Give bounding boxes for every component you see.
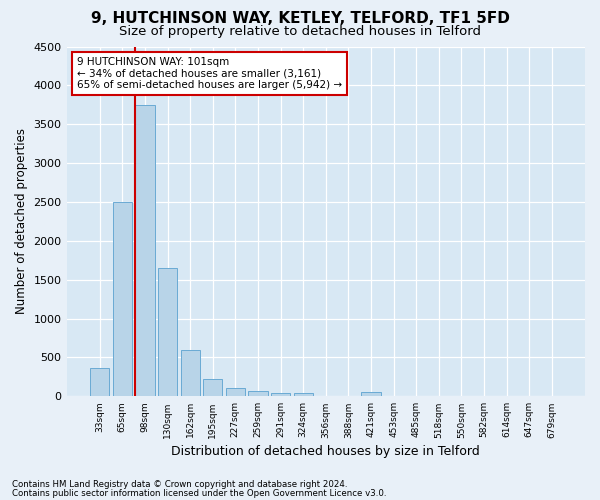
Bar <box>90 368 109 396</box>
Text: Contains public sector information licensed under the Open Government Licence v3: Contains public sector information licen… <box>12 488 386 498</box>
Text: Contains HM Land Registry data © Crown copyright and database right 2024.: Contains HM Land Registry data © Crown c… <box>12 480 347 489</box>
Bar <box>203 379 223 396</box>
Bar <box>136 105 155 397</box>
Text: 9 HUTCHINSON WAY: 101sqm
← 34% of detached houses are smaller (3,161)
65% of sem: 9 HUTCHINSON WAY: 101sqm ← 34% of detach… <box>77 57 342 90</box>
Y-axis label: Number of detached properties: Number of detached properties <box>15 128 28 314</box>
Bar <box>181 350 200 397</box>
Bar <box>226 388 245 396</box>
Bar <box>271 393 290 396</box>
Text: Size of property relative to detached houses in Telford: Size of property relative to detached ho… <box>119 25 481 38</box>
Bar <box>158 268 177 396</box>
Text: 9, HUTCHINSON WAY, KETLEY, TELFORD, TF1 5FD: 9, HUTCHINSON WAY, KETLEY, TELFORD, TF1 … <box>91 11 509 26</box>
Bar <box>248 391 268 396</box>
Bar <box>293 393 313 396</box>
Bar <box>113 202 132 396</box>
Bar <box>361 392 380 396</box>
X-axis label: Distribution of detached houses by size in Telford: Distribution of detached houses by size … <box>172 444 480 458</box>
